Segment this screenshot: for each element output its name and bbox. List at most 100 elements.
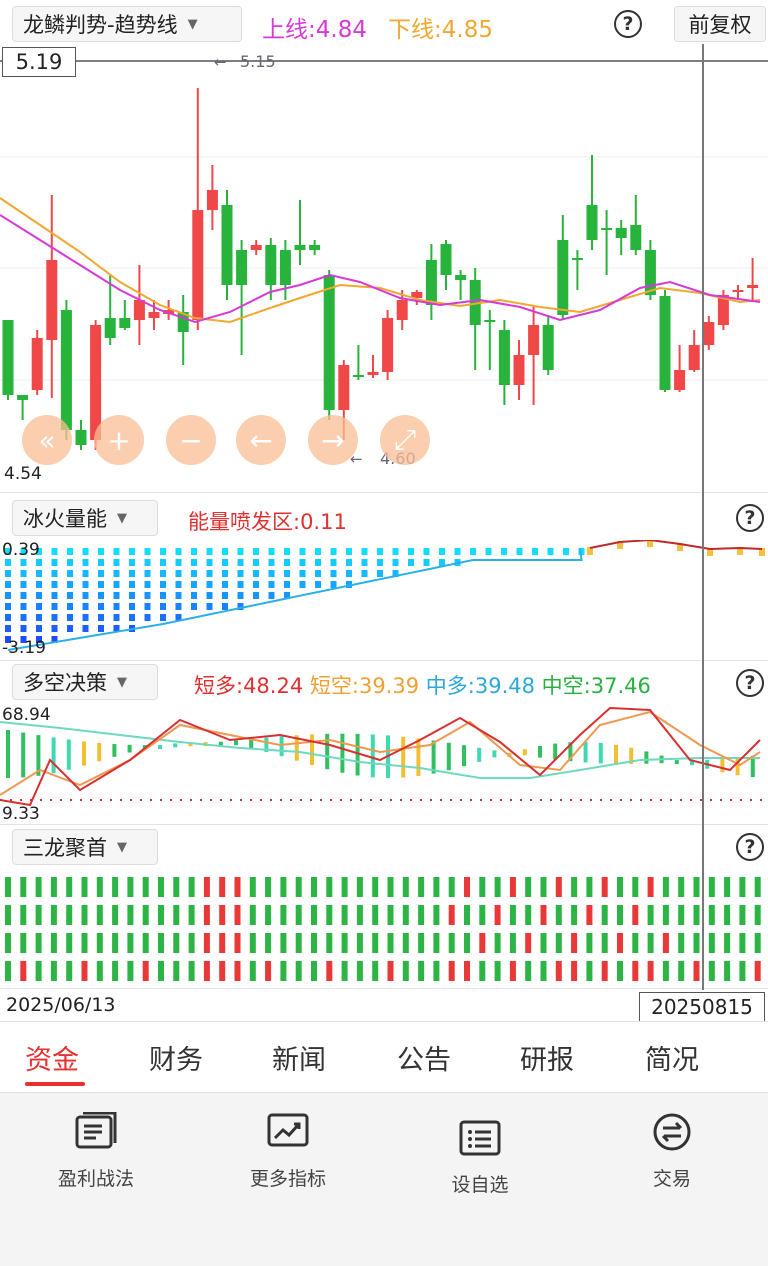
volume-bar bbox=[98, 559, 104, 566]
dragon-bar bbox=[341, 905, 348, 925]
volume-bar bbox=[222, 548, 228, 555]
volume-bar bbox=[129, 559, 135, 566]
volume-bar bbox=[67, 603, 73, 610]
chevron-down-icon: ▼ bbox=[117, 510, 127, 526]
decision-bar bbox=[401, 736, 406, 778]
tab-announcements[interactable]: 公告 bbox=[397, 1045, 451, 1076]
dragon-bar bbox=[662, 877, 669, 897]
candle-body bbox=[323, 275, 335, 410]
dragon-bar bbox=[112, 877, 119, 897]
volume-bar bbox=[160, 614, 166, 621]
chevron-down-icon: ▼ bbox=[187, 16, 198, 32]
volume-bar bbox=[315, 581, 321, 588]
dragon-bar bbox=[464, 933, 470, 953]
candle-body bbox=[425, 260, 437, 305]
dragon-bar bbox=[158, 905, 164, 925]
candlestick-chart[interactable]: ← 5.15 ← 4.60 bbox=[0, 44, 768, 492]
dragon-bar bbox=[50, 877, 57, 897]
chevron-down-icon: ▼ bbox=[117, 674, 127, 690]
pan-left-icon[interactable]: ← bbox=[236, 415, 286, 465]
volume-bar bbox=[253, 592, 259, 599]
help-icon[interactable]: ? bbox=[736, 669, 764, 697]
dragon-bar bbox=[5, 961, 11, 981]
mid-short-value: 中空:37.46 bbox=[541, 674, 651, 698]
volume-bar bbox=[206, 603, 213, 610]
volume-bar bbox=[485, 548, 492, 555]
more-indicators-button[interactable]: 更多指标 bbox=[228, 1112, 348, 1191]
volume-bar bbox=[51, 603, 58, 610]
volume-bar bbox=[330, 581, 337, 588]
tab-overview[interactable]: 简况 bbox=[645, 1045, 699, 1076]
volume-bar bbox=[330, 559, 337, 566]
candle-body bbox=[177, 312, 189, 332]
candle-body bbox=[747, 285, 759, 288]
volume-bar bbox=[191, 581, 197, 588]
dragon-bar bbox=[647, 933, 654, 953]
pan-right-icon[interactable]: → bbox=[308, 415, 358, 465]
dragon-bar bbox=[586, 933, 593, 953]
decision-bar bbox=[720, 758, 725, 773]
help-icon[interactable]: ? bbox=[736, 504, 764, 532]
zoom-out-icon[interactable]: − bbox=[166, 415, 216, 465]
dragon-indicator-dropdown[interactable]: 三龙聚首 ▼ bbox=[12, 829, 158, 865]
dragon-bar bbox=[540, 961, 547, 981]
volume-indicator-dropdown[interactable]: 冰火量能 ▼ bbox=[12, 500, 158, 536]
dragon-bar bbox=[265, 905, 272, 925]
volume-bar bbox=[175, 570, 182, 577]
volume-bar bbox=[175, 581, 182, 588]
decision-indicator-dropdown[interactable]: 多空决策 ▼ bbox=[12, 664, 158, 700]
volume-bar bbox=[144, 592, 151, 599]
dragon-bar bbox=[326, 905, 333, 925]
help-icon[interactable]: ? bbox=[614, 10, 642, 38]
tab-news[interactable]: 新闻 bbox=[272, 1045, 326, 1076]
indicator-label: 龙鳞判势-趋势线 bbox=[23, 13, 178, 37]
add-watchlist-button[interactable]: 设自选 bbox=[420, 1112, 540, 1197]
dragon-bar bbox=[601, 933, 608, 953]
profit-strategy-button[interactable]: 盈利战法 bbox=[36, 1111, 156, 1191]
dragon-bar bbox=[509, 933, 516, 953]
dragon-bar bbox=[601, 905, 608, 925]
volume-bar bbox=[237, 559, 244, 566]
dragon-bar bbox=[173, 877, 180, 897]
help-icon[interactable]: ? bbox=[736, 833, 764, 861]
dragon-bar bbox=[494, 961, 501, 981]
decision-bar bbox=[264, 737, 269, 752]
dragon-bar bbox=[418, 933, 425, 953]
dragon-bar bbox=[433, 961, 440, 981]
volume-bar bbox=[284, 592, 290, 599]
tab-finance[interactable]: 财务 bbox=[149, 1045, 203, 1076]
fullscreen-icon[interactable]: ⤢ bbox=[380, 415, 430, 465]
tab-funds[interactable]: 资金 bbox=[25, 1045, 79, 1076]
rewind-icon[interactable]: « bbox=[22, 415, 72, 465]
dragon-bar bbox=[219, 933, 226, 953]
dragon-bar bbox=[647, 905, 654, 925]
volume-bar bbox=[144, 603, 151, 610]
volume-bar bbox=[191, 592, 197, 599]
volume-bar bbox=[160, 592, 166, 599]
decision-bar bbox=[66, 739, 71, 770]
volume-bar bbox=[377, 548, 383, 555]
indicator-dropdown[interactable]: 龙鳞判势-趋势线 ▼ bbox=[12, 6, 242, 42]
dragon-bar bbox=[356, 877, 363, 897]
candle-body bbox=[236, 250, 248, 285]
dragon-bar bbox=[586, 877, 593, 897]
volume-bar bbox=[392, 570, 399, 577]
adjust-dropdown[interactable]: 前复权 bbox=[674, 6, 766, 42]
candle-body bbox=[192, 210, 204, 320]
decision-bar bbox=[234, 740, 238, 746]
decision-bar bbox=[446, 742, 451, 771]
volume-bar bbox=[408, 548, 414, 555]
volume-bar bbox=[129, 592, 135, 599]
dragon-bar bbox=[265, 933, 272, 953]
volume-bar bbox=[20, 548, 27, 555]
tab-research[interactable]: 研报 bbox=[520, 1045, 574, 1076]
volume-bar bbox=[67, 559, 73, 566]
dragon-bar bbox=[693, 933, 700, 953]
trade-button[interactable]: 交易 bbox=[612, 1112, 732, 1191]
volume-bar bbox=[5, 636, 11, 643]
volume-bar bbox=[20, 581, 27, 588]
panel3-bottom-label: 9.33 bbox=[2, 804, 40, 824]
dragon-bar bbox=[5, 877, 11, 897]
dragon-bar bbox=[601, 877, 608, 897]
zoom-in-icon[interactable]: + bbox=[94, 415, 144, 465]
